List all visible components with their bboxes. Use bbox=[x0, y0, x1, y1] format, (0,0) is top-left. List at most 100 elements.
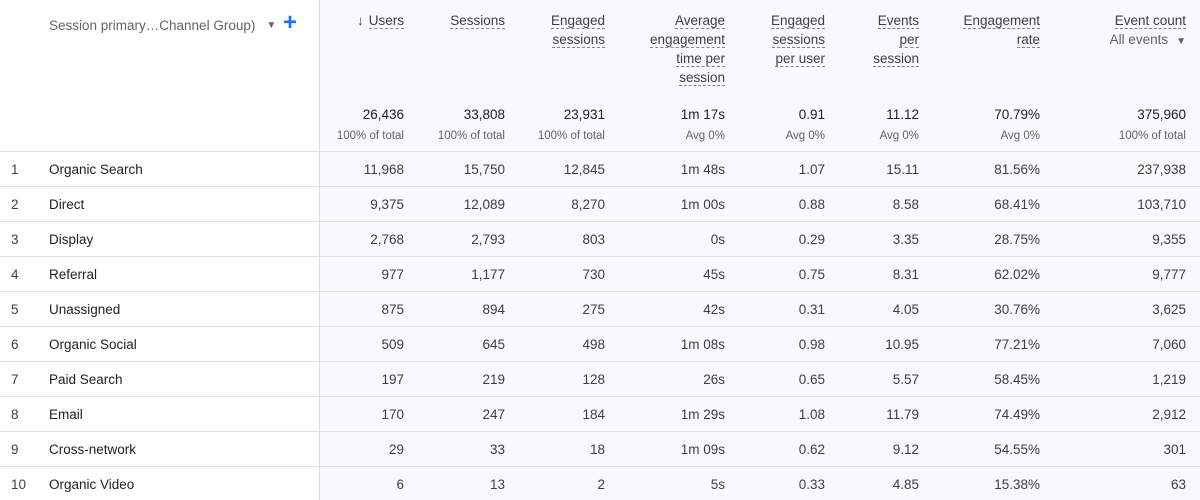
column-header-text[interactable]: Engaged bbox=[770, 13, 825, 29]
column-header-text[interactable]: Sessions bbox=[450, 13, 505, 29]
column-header-users[interactable]: ↓ Users bbox=[357, 11, 404, 30]
cell-sessions: 12,089 bbox=[463, 197, 505, 212]
event-filter-dropdown[interactable]: All events ▼ bbox=[1110, 30, 1186, 51]
column-header-text[interactable]: time per bbox=[676, 51, 725, 67]
column-header-text[interactable]: sessions bbox=[772, 32, 825, 48]
channel-name[interactable]: Paid Search bbox=[49, 372, 123, 387]
cell-engagement-rate: 58.45% bbox=[994, 372, 1040, 387]
column-header-text[interactable]: Users bbox=[368, 13, 404, 29]
add-dimension-button[interactable]: + bbox=[283, 9, 298, 36]
event-filter-label[interactable]: All events bbox=[1109, 32, 1169, 47]
table-row[interactable]: 7 Paid Search 197 219 128 26s 0.65 5.57 58.45% 1,… bbox=[0, 362, 1200, 397]
column-header-text[interactable]: Average bbox=[674, 13, 725, 29]
cell-sessions: 33 bbox=[489, 442, 505, 457]
column-header-title[interactable]: Sessions bbox=[450, 11, 505, 30]
row-index: 9 bbox=[11, 442, 19, 457]
column-header-text[interactable]: sessions bbox=[552, 32, 605, 48]
table-row[interactable]: 2 Direct 9,375 12,089 8,270 1m 00s 0.88 8.58 68.… bbox=[0, 187, 1200, 222]
table-row[interactable]: 4 Referral 977 1,177 730 45s 0.75 8.31 62.02% 9,7… bbox=[0, 257, 1200, 292]
cell-engaged-sessions: 498 bbox=[582, 337, 605, 352]
column-header-event-count[interactable]: Event count All events ▼ bbox=[1110, 11, 1186, 51]
channel-name[interactable]: Organic Search bbox=[49, 162, 143, 177]
cell-avg-engagement-time: 1m 00s bbox=[680, 197, 725, 212]
total-subtext: Avg 0% bbox=[785, 130, 825, 142]
cell-events-per-session: 3.35 bbox=[892, 232, 919, 247]
column-header-engaged-sessions-per-user[interactable]: Engaged sessions per user bbox=[770, 11, 825, 68]
dimension-label[interactable]: Session primary…Channel Group) bbox=[49, 17, 256, 33]
cell-engaged-sessions-per-user: 1.08 bbox=[798, 407, 825, 422]
column-header-engagement-rate[interactable]: Engagement rate bbox=[963, 11, 1040, 49]
column-header-text[interactable]: Engagement bbox=[963, 13, 1040, 29]
cell-avg-engagement-time: 1m 08s bbox=[680, 337, 725, 352]
column-header-text[interactable]: Engaged bbox=[550, 13, 605, 29]
cell-event-count: 9,355 bbox=[1152, 232, 1186, 247]
channel-name[interactable]: Direct bbox=[49, 197, 85, 212]
table-row[interactable]: 9 Cross-network 29 33 18 1m 09s 0.62 9.12 54.55%… bbox=[0, 432, 1200, 467]
cell-sessions: 894 bbox=[482, 302, 505, 317]
column-header-text[interactable]: session bbox=[679, 70, 725, 86]
table-row[interactable]: 6 Organic Social 509 645 498 1m 08s 0.98 10.95 7… bbox=[0, 327, 1200, 362]
table-row[interactable]: 5 Unassigned 875 894 275 42s 0.31 4.05 30.76% 3,6… bbox=[0, 292, 1200, 327]
total-event-count: 375,960 100% of total bbox=[1119, 106, 1186, 144]
column-header-title[interactable]: Engaged sessions per user bbox=[770, 11, 825, 68]
column-header-text[interactable]: engagement bbox=[649, 32, 725, 48]
cell-engaged-sessions: 730 bbox=[582, 267, 605, 282]
total-engagement-rate: 70.79% Avg 0% bbox=[994, 106, 1040, 144]
channel-name[interactable]: Organic Social bbox=[49, 337, 137, 352]
dimension-header[interactable]: Session primary…Channel Group) ▼ bbox=[49, 15, 276, 35]
column-header-text[interactable]: per bbox=[899, 32, 919, 48]
column-header-title[interactable]: Engaged sessions bbox=[550, 11, 605, 49]
cell-avg-engagement-time: 45s bbox=[703, 267, 725, 282]
column-header-title[interactable]: Event count bbox=[1110, 11, 1186, 30]
chevron-down-icon[interactable]: ▼ bbox=[1176, 36, 1186, 47]
total-events-per-session: 11.12 Avg 0% bbox=[880, 106, 919, 144]
table-row[interactable]: 1 Organic Search 11,968 15,750 12,845 1m 48s 1… bbox=[0, 152, 1200, 187]
column-header-text[interactable]: per user bbox=[775, 51, 825, 67]
channel-name[interactable]: Display bbox=[49, 232, 94, 247]
total-value: 70.79% bbox=[994, 107, 1040, 122]
cell-engagement-rate: 62.02% bbox=[994, 267, 1040, 282]
channel-name[interactable]: Email bbox=[49, 407, 83, 422]
column-header-title[interactable]: ↓ Users bbox=[357, 11, 404, 30]
cell-event-count: 237,938 bbox=[1137, 162, 1186, 177]
column-header-text[interactable]: rate bbox=[1016, 32, 1040, 48]
column-header-text[interactable]: Events bbox=[877, 13, 919, 29]
column-header-events-per-session[interactable]: Events per session bbox=[873, 11, 919, 68]
total-subtext: 100% of total bbox=[1118, 130, 1186, 142]
column-header-text[interactable]: session bbox=[873, 51, 919, 67]
cell-users: 977 bbox=[381, 267, 404, 282]
cell-engaged-sessions: 803 bbox=[582, 232, 605, 247]
total-value: 11.12 bbox=[886, 107, 919, 122]
table-row[interactable]: 3 Display 2,768 2,793 803 0s 0.29 3.35 28.75% 9,3… bbox=[0, 222, 1200, 257]
cell-event-count: 9,777 bbox=[1152, 267, 1186, 282]
channel-name[interactable]: Cross-network bbox=[49, 442, 137, 457]
cell-avg-engagement-time: 0s bbox=[710, 232, 725, 247]
cell-avg-engagement-time: 1m 29s bbox=[680, 407, 725, 422]
sort-descending-icon[interactable]: ↓ bbox=[356, 13, 364, 28]
column-header-engaged-sessions[interactable]: Engaged sessions bbox=[550, 11, 605, 49]
cell-engagement-rate: 28.75% bbox=[994, 232, 1040, 247]
cell-users: 170 bbox=[381, 407, 404, 422]
table-row[interactable]: 8 Email 170 247 184 1m 29s 1.08 11.79 74.49% 2,91… bbox=[0, 397, 1200, 432]
cell-engaged-sessions: 2 bbox=[597, 477, 605, 492]
cell-engaged-sessions: 12,845 bbox=[563, 162, 605, 177]
metrics-area-background bbox=[320, 0, 1200, 500]
channel-name[interactable]: Organic Video bbox=[49, 477, 135, 492]
cell-engagement-rate: 74.49% bbox=[994, 407, 1040, 422]
column-header-title[interactable]: Engagement rate bbox=[963, 11, 1040, 49]
cell-engagement-rate: 68.41% bbox=[994, 197, 1040, 212]
total-sessions: 33,808 100% of total bbox=[438, 106, 505, 144]
column-header-title[interactable]: Events per session bbox=[873, 11, 919, 68]
cell-engaged-sessions-per-user: 0.65 bbox=[798, 372, 825, 387]
column-header-text[interactable]: Event count bbox=[1114, 13, 1186, 29]
row-divider bbox=[0, 291, 1200, 292]
channel-name[interactable]: Referral bbox=[49, 267, 98, 282]
row-index: 1 bbox=[11, 162, 19, 177]
column-header-title[interactable]: Average engagement time per session bbox=[649, 11, 725, 87]
chevron-down-icon[interactable]: ▼ bbox=[266, 19, 277, 31]
total-subtext: Avg 0% bbox=[1000, 130, 1040, 142]
table-row[interactable]: 10 Organic Video 6 13 2 5s 0.33 4.85 15.38% 63 bbox=[0, 467, 1200, 500]
channel-name[interactable]: Unassigned bbox=[49, 302, 121, 317]
column-header-avg-engagement-time[interactable]: Average engagement time per session bbox=[649, 11, 725, 87]
column-header-sessions[interactable]: Sessions bbox=[450, 11, 505, 30]
